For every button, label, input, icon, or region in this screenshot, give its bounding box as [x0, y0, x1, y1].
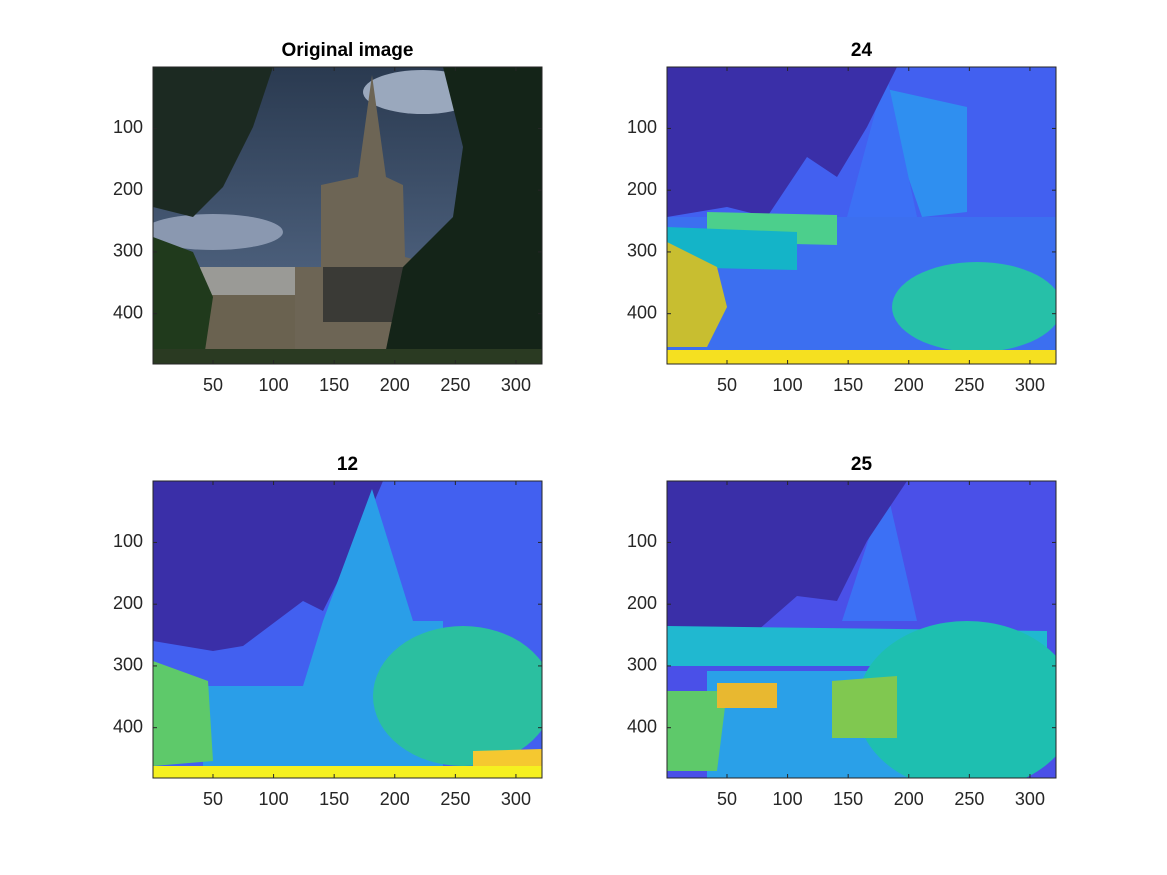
- y-tick-label: 300: [627, 655, 657, 675]
- x-tick-label: 300: [501, 789, 531, 809]
- image-segmentation-25: [667, 481, 1056, 778]
- y-tick-label: 200: [627, 179, 657, 199]
- y-tick-label: 100: [113, 117, 143, 137]
- image-segmentation-12: [153, 481, 542, 778]
- y-tick-label: 300: [627, 241, 657, 261]
- y-tick-label: 200: [113, 593, 143, 613]
- x-tick-label: 300: [1015, 789, 1045, 809]
- axes-title: Original image: [282, 40, 414, 61]
- x-tick-label: 100: [259, 789, 289, 809]
- x-tick-label: 300: [501, 375, 531, 395]
- y-tick-label: 100: [627, 531, 657, 551]
- axes-title: 25: [851, 454, 873, 475]
- axes-box: [666, 480, 1057, 779]
- y-tick-label: 300: [113, 655, 143, 675]
- x-tick-label: 100: [773, 375, 803, 395]
- x-tick-label: 250: [954, 789, 984, 809]
- y-tick-label: 400: [113, 302, 143, 322]
- x-tick-label: 50: [717, 375, 737, 395]
- x-tick-label: 150: [833, 375, 863, 395]
- x-tick-label: 250: [440, 789, 470, 809]
- y-tick-label: 100: [627, 117, 657, 137]
- y-tick-label: 400: [113, 716, 143, 736]
- axes-box: [152, 66, 543, 365]
- y-tick-label: 100: [113, 531, 143, 551]
- axes-title: 12: [337, 454, 358, 475]
- x-tick-label: 300: [1015, 375, 1045, 395]
- x-tick-label: 100: [773, 789, 803, 809]
- x-tick-label: 250: [440, 375, 470, 395]
- x-tick-label: 250: [954, 375, 984, 395]
- y-tick-label: 200: [113, 179, 143, 199]
- y-tick-label: 400: [627, 716, 657, 736]
- x-tick-label: 200: [380, 789, 410, 809]
- axes-title: 24: [851, 40, 873, 61]
- x-tick-label: 50: [203, 375, 223, 395]
- x-tick-label: 150: [833, 789, 863, 809]
- x-tick-label: 150: [319, 375, 349, 395]
- x-tick-label: 150: [319, 789, 349, 809]
- axes-box: [666, 66, 1057, 365]
- image-segmentation-24: [667, 67, 1056, 364]
- x-tick-label: 200: [894, 375, 924, 395]
- y-tick-label: 400: [627, 302, 657, 322]
- x-tick-label: 200: [380, 375, 410, 395]
- y-tick-label: 300: [113, 241, 143, 261]
- x-tick-label: 50: [717, 789, 737, 809]
- x-tick-label: 50: [203, 789, 223, 809]
- axes-box: [152, 480, 543, 779]
- x-tick-label: 200: [894, 789, 924, 809]
- y-tick-label: 200: [627, 593, 657, 613]
- x-tick-label: 100: [259, 375, 289, 395]
- image-original: [153, 67, 542, 364]
